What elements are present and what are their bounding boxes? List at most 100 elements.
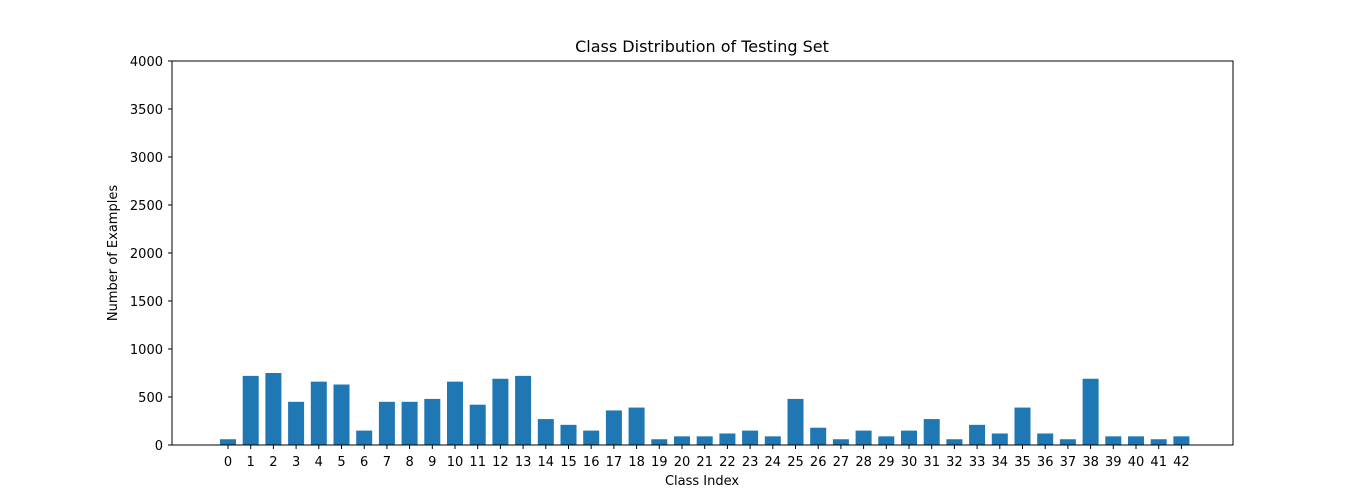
bar-34 [991, 433, 1008, 445]
x-tick-label: 27 [833, 455, 850, 470]
bar-0 [220, 439, 236, 445]
plot-frame [171, 60, 1234, 446]
bar-37 [1059, 439, 1076, 445]
bar-21 [696, 436, 713, 445]
bar-24 [764, 436, 781, 445]
x-tick-label: 40 [1128, 455, 1145, 470]
x-tick-label: 3 [292, 455, 300, 470]
x-tick-label: 31 [923, 455, 940, 470]
x-tick-label: 23 [742, 455, 759, 470]
x-tick-label: 17 [606, 455, 623, 470]
x-tick-label: 16 [583, 455, 600, 470]
x-tick-label: 0 [224, 455, 232, 470]
bar-9 [424, 398, 441, 445]
x-tick-label: 4 [315, 455, 323, 470]
y-axis-ticks: 0 500 1000 1500 2000 2500 3000 3500 4000 [130, 55, 172, 454]
bar-22 [719, 433, 736, 445]
bar-4 [310, 381, 327, 445]
x-tick-label: 33 [969, 455, 986, 470]
bar-2 [265, 373, 282, 445]
y-tick-label: 3500 [130, 103, 163, 118]
x-tick-label: 30 [901, 455, 918, 470]
bar-6 [356, 430, 373, 445]
x-tick-label: 29 [878, 455, 895, 470]
x-tick-label: 10 [447, 455, 464, 470]
x-axis-title: Class Index [665, 474, 739, 489]
x-tick-label: 13 [515, 455, 532, 470]
x-tick-label: 1 [247, 455, 255, 470]
x-tick-label: 15 [560, 455, 577, 470]
bar-36 [1037, 433, 1054, 445]
y-tick-label: 4000 [130, 55, 163, 70]
x-tick-label: 42 [1173, 455, 1190, 470]
bar-7 [378, 401, 395, 445]
x-tick-label: 34 [992, 455, 1009, 470]
x-tick-label: 19 [651, 455, 668, 470]
bar-3 [288, 401, 305, 445]
bar-15 [560, 424, 577, 445]
x-tick-label: 26 [810, 455, 827, 470]
x-tick-label: 9 [428, 455, 436, 470]
x-tick-label: 36 [1037, 455, 1054, 470]
bar-23 [742, 430, 759, 445]
x-tick-label: 24 [765, 455, 782, 470]
bar-11 [469, 404, 486, 445]
bar-27 [832, 439, 849, 445]
x-axis-ticks: 0 1 2 3 4 5 6 7 8 9 10 11 12 13 14 15 16 17 18 19 20 21 22 23 24… [224, 445, 1190, 470]
x-tick-label: 28 [855, 455, 872, 470]
bars [220, 373, 1190, 445]
bar-39 [1105, 436, 1122, 445]
bar-25 [787, 398, 804, 445]
bar-31 [923, 419, 940, 445]
y-tick-label: 2000 [130, 247, 163, 262]
bar-26 [810, 427, 827, 445]
x-tick-label: 35 [1014, 455, 1031, 470]
bar-33 [969, 424, 986, 445]
bar-1 [242, 375, 259, 445]
x-tick-label: 37 [1060, 455, 1077, 470]
x-tick-label: 25 [787, 455, 804, 470]
y-tick-label: 0 [155, 439, 163, 454]
x-tick-label: 6 [360, 455, 368, 470]
bar-18 [628, 407, 645, 445]
x-tick-label: 8 [405, 455, 413, 470]
x-tick-label: 7 [383, 455, 391, 470]
y-tick-label: 1000 [130, 343, 163, 358]
x-tick-label: 11 [469, 455, 486, 470]
x-tick-label: 22 [719, 455, 736, 470]
y-tick-label: 1500 [130, 295, 163, 310]
bar-13 [515, 375, 532, 445]
bar-19 [651, 439, 668, 445]
x-tick-label: 2 [269, 455, 277, 470]
bar-12 [492, 378, 509, 445]
bar-41 [1150, 439, 1167, 445]
x-tick-label: 38 [1082, 455, 1099, 470]
bar-20 [674, 436, 690, 445]
bar-35 [1014, 407, 1031, 445]
bar-42 [1173, 436, 1190, 445]
x-tick-label: 18 [628, 455, 645, 470]
bar-5 [333, 384, 350, 445]
bar-38 [1082, 378, 1099, 445]
bar-30 [901, 430, 917, 445]
x-tick-label: 21 [696, 455, 713, 470]
x-tick-label: 14 [538, 455, 555, 470]
y-tick-label: 3000 [130, 151, 163, 166]
bar-10 [447, 381, 463, 445]
x-tick-label: 20 [674, 455, 691, 470]
x-tick-label: 41 [1150, 455, 1167, 470]
y-axis-title: Number of Examples [106, 185, 121, 321]
bar-17 [605, 410, 622, 445]
x-tick-label: 12 [492, 455, 509, 470]
x-tick-label: 32 [946, 455, 963, 470]
bar-8 [401, 401, 418, 445]
bar-14 [537, 419, 554, 445]
bar-28 [855, 430, 872, 445]
x-tick-label: 5 [337, 455, 345, 470]
bar-29 [878, 436, 895, 445]
bar-32 [946, 439, 963, 445]
chart-title: Class Distribution of Testing Set [575, 37, 829, 56]
y-tick-label: 2500 [130, 199, 163, 214]
x-tick-label: 39 [1105, 455, 1122, 470]
